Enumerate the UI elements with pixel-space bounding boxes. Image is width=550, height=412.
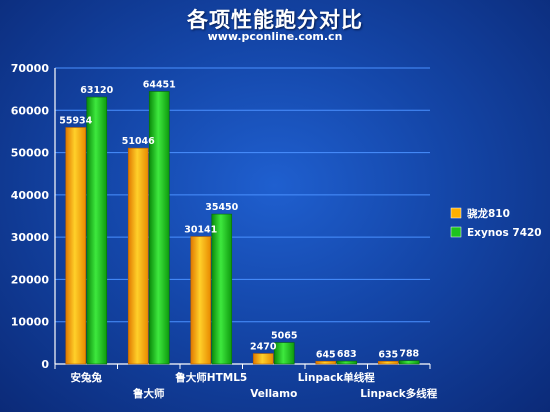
data-label: 55934: [59, 115, 92, 126]
data-label: 683: [337, 349, 357, 360]
data-label: 63120: [80, 85, 113, 96]
bar-snapdragon-810: [127, 147, 149, 365]
bar-exynos-7420: [148, 91, 170, 365]
x-category-label: Vellamo: [250, 388, 297, 400]
x-category-label: 鲁大师HTML5: [174, 371, 247, 384]
x-category-label: 安兔兔: [71, 371, 103, 384]
y-tick-label: 30000: [11, 231, 50, 244]
axes: [54, 68, 431, 369]
legend: 骁龙810 Exynos 7420: [450, 207, 542, 239]
y-tick-label: 20000: [11, 273, 50, 286]
data-label: 64451: [143, 79, 176, 90]
data-label: 35450: [205, 202, 238, 213]
data-label: 5065: [271, 331, 297, 342]
legend-label: 骁龙810: [467, 207, 510, 220]
y-tick-label: 60000: [11, 104, 50, 117]
legend-swatch: [450, 226, 462, 238]
y-tick-label: 70000: [11, 62, 50, 75]
legend-label: Exynos 7420: [467, 227, 542, 239]
bar-snapdragon-810: [315, 360, 337, 365]
legend-swatch: [450, 207, 462, 219]
bar-exynos-7420: [86, 96, 108, 365]
gridlines: [55, 67, 430, 323]
data-label: 30141: [184, 225, 217, 236]
data-label: 2470: [250, 342, 277, 353]
y-tick-label: 40000: [11, 189, 50, 202]
data-label: 645: [316, 349, 336, 360]
bar-exynos-7420: [398, 360, 420, 365]
bar-snapdragon-810: [190, 236, 212, 365]
labels: 0 10000 20000 30000 40000 50000 60000 70000 5593…: [11, 62, 438, 400]
bar-snapdragon-810: [252, 353, 274, 365]
bar-snapdragon-810: [65, 127, 87, 365]
data-label: 635: [378, 349, 398, 360]
data-label: 788: [399, 349, 419, 360]
chart-subtitle: www.pconline.com.cn: [207, 30, 343, 43]
chart-title: 各项性能跑分对比: [187, 8, 363, 32]
y-tick-label: 10000: [11, 316, 50, 329]
x-category-label: 鲁大师: [132, 387, 165, 400]
y-tick-label: 50000: [11, 147, 50, 160]
data-label: 51046: [122, 136, 155, 147]
bars: [65, 91, 420, 365]
bar-snapdragon-810: [377, 361, 399, 365]
y-tick-label: 0: [41, 358, 49, 371]
bar-exynos-7420: [211, 213, 233, 365]
x-category-label: Linpack多线程: [360, 387, 438, 400]
x-category-label: Linpack单线程: [298, 371, 376, 384]
bar-exynos-7420: [273, 342, 295, 365]
bar-exynos-7420: [336, 360, 358, 365]
